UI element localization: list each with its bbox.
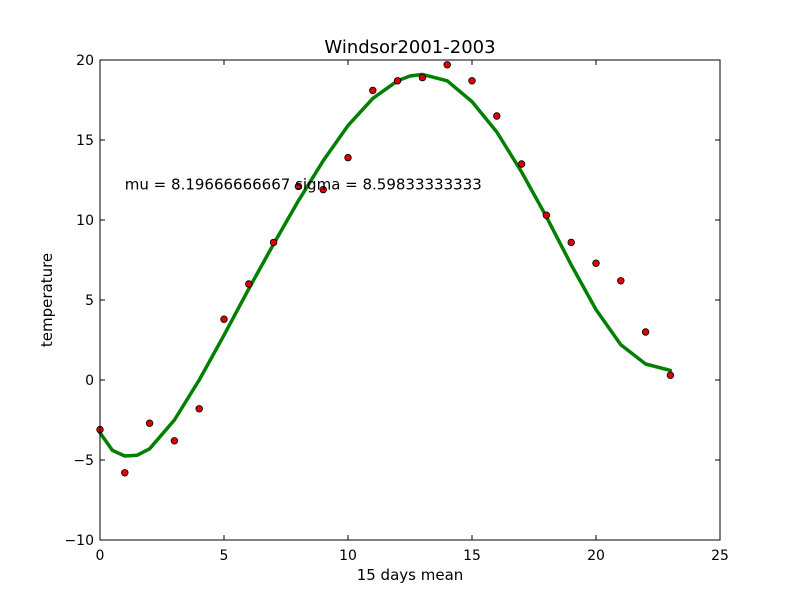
fit-curve	[98, 72, 673, 458]
data-point	[121, 469, 129, 477]
x-tick-label: 20	[587, 548, 605, 564]
y-axis-label: temperature	[38, 253, 56, 347]
data-point	[641, 328, 650, 336]
stats-annotation: mu = 8.19666666667 sigma = 8.59833333333	[125, 175, 482, 193]
data-point	[319, 185, 327, 194]
y-tick-label: −5	[73, 453, 94, 469]
x-tick-label: 5	[220, 548, 229, 564]
data-point	[245, 280, 253, 288]
data-point	[294, 182, 303, 191]
data-point	[666, 371, 675, 379]
y-tick-label: −10	[64, 533, 94, 549]
data-point	[517, 160, 526, 168]
data-point	[269, 238, 278, 247]
data-point	[195, 405, 203, 413]
data-point	[369, 86, 377, 95]
data-point	[493, 112, 501, 120]
data-point	[567, 238, 575, 247]
data-point	[393, 77, 402, 85]
data-point	[443, 61, 451, 69]
x-axis-label: 15 days mean	[357, 566, 464, 584]
data-point	[344, 153, 352, 162]
data-point	[592, 259, 600, 267]
y-tick-label: 5	[85, 293, 94, 309]
x-tick-label: 10	[339, 548, 357, 564]
y-tick-label: 15	[76, 133, 94, 149]
y-tick-label: 20	[76, 53, 94, 69]
y-tick-label: 10	[76, 213, 94, 229]
data-point	[220, 315, 228, 323]
x-tick-label: 15	[463, 548, 481, 564]
data-point	[617, 277, 625, 285]
y-tick-label: 0	[85, 373, 94, 389]
data-point	[468, 77, 476, 85]
x-tick-label: 0	[96, 548, 105, 564]
data-point	[170, 437, 179, 445]
data-point	[542, 211, 551, 219]
x-tick-label: 25	[711, 548, 729, 564]
data-point	[145, 419, 154, 427]
axis-ticks: 0 5 10 15 20 25 −10 −5 0 5 10 15 20	[64, 53, 728, 564]
chart-title: Windsor2001-2003	[324, 37, 495, 58]
data-point	[418, 73, 427, 82]
plot-area	[96, 61, 675, 477]
